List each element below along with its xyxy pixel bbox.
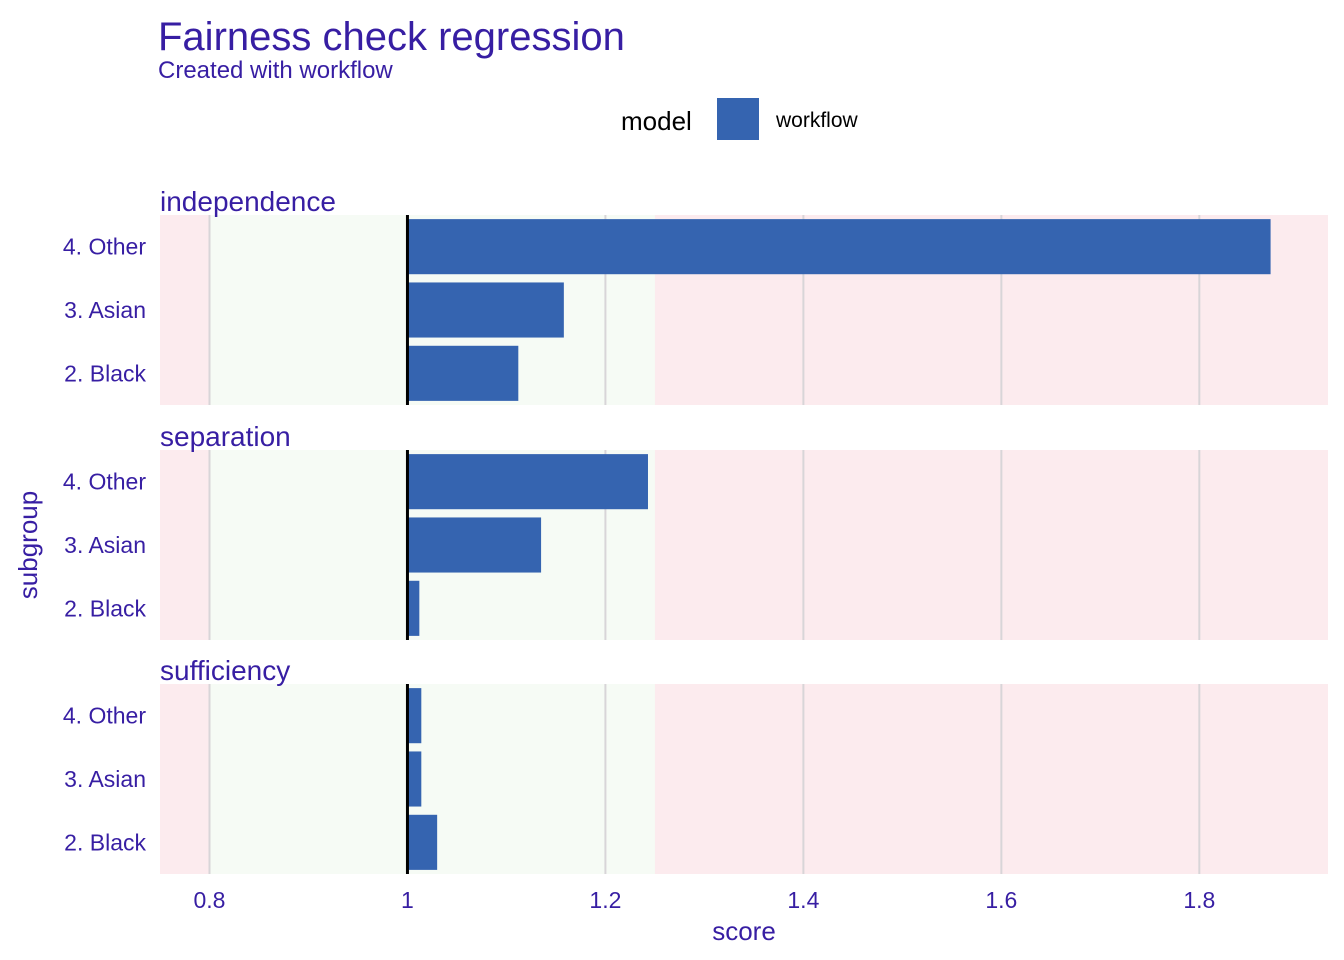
x-tick-label: 1.2 <box>589 887 621 913</box>
x-tick-label: 0.8 <box>193 887 225 913</box>
bar <box>407 219 1271 275</box>
panel-sufficiency: sufficiency 4. Other 3. Asian 2. Black <box>63 655 1328 874</box>
category-label: 2. Black <box>64 360 146 386</box>
category-label: 4. Other <box>63 234 146 260</box>
x-axis: 0.8 1 1.2 1.4 1.6 1.8 <box>193 887 1215 913</box>
category-label: 2. Black <box>64 595 146 621</box>
bar <box>407 282 564 338</box>
x-axis-label: score <box>712 916 776 946</box>
legend-swatch <box>717 98 759 140</box>
x-tick-label: 1.4 <box>787 887 819 913</box>
facet-label: independence <box>160 186 336 217</box>
chart-subtitle: Created with workflow <box>158 57 393 84</box>
bar <box>407 580 420 636</box>
facet-label: separation <box>160 421 291 452</box>
legend-title: model <box>621 106 692 136</box>
legend: model workflow <box>621 98 859 140</box>
category-label: 3. Asian <box>64 532 146 558</box>
category-label: 2. Black <box>64 829 146 855</box>
category-label: 4. Other <box>63 469 146 495</box>
legend-label: workflow <box>775 109 859 132</box>
facet-label: sufficiency <box>160 655 290 686</box>
bar <box>407 814 438 870</box>
bar <box>407 751 422 807</box>
category-label: 4. Other <box>63 703 146 729</box>
panel-independence: independence 4. Other 3. Asian 2. Black <box>63 186 1328 405</box>
x-tick-label: 1.8 <box>1183 887 1215 913</box>
category-label: 3. Asian <box>64 297 146 323</box>
chart-title: Fairness check regression <box>158 15 625 59</box>
x-tick-label: 1.6 <box>985 887 1017 913</box>
bar <box>407 454 648 510</box>
x-tick-label: 1 <box>401 887 414 913</box>
bar <box>407 517 542 573</box>
bar <box>407 345 519 401</box>
y-axis-label: subgroup <box>13 491 43 599</box>
panel-separation: separation 4. Other 3. Asian 2. Black <box>63 421 1328 640</box>
category-label: 3. Asian <box>64 766 146 792</box>
bar <box>407 688 422 744</box>
